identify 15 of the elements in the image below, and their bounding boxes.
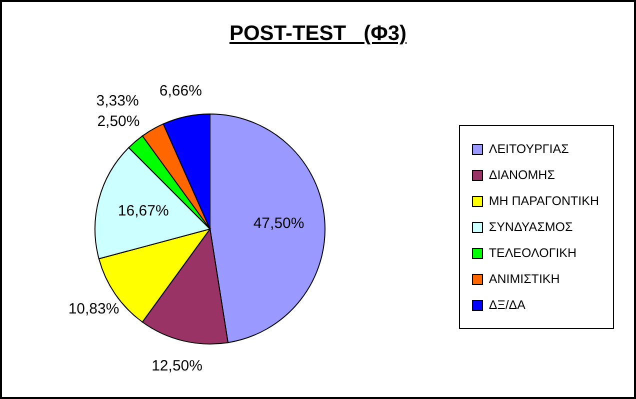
- data-label: 47,50%: [253, 215, 304, 232]
- data-label: 2,50%: [97, 113, 140, 130]
- data-label: 10,83%: [68, 300, 120, 318]
- legend-label: ΔΞ/ΔΑ: [488, 298, 526, 312]
- data-label: 6,66%: [159, 82, 202, 100]
- data-label: 3,33%: [96, 92, 139, 110]
- legend-label: ΣΥΝΔΥΑΣΜΟΣ: [488, 220, 573, 234]
- chart-title: POST-TEST (Φ3): [228, 22, 408, 46]
- legend-label: ΑΝΙΜΙΣΤΙΚΗ: [488, 272, 560, 286]
- legend-label: ΤΕΛΕΟΛΟΓΙΚΗ: [488, 246, 577, 260]
- data-label: 16,67%: [118, 202, 169, 220]
- legend-label: ΜΗ ΠΑΡΑΓΟΝΤΙΚΗ: [488, 194, 599, 208]
- data-label: 12,50%: [152, 358, 202, 375]
- legend-label: ΛΕΙΤΟΥΡΓΙΑΣ: [488, 142, 569, 156]
- legend-label: ΔΙΑΝΟΜΗΣ: [488, 168, 555, 182]
